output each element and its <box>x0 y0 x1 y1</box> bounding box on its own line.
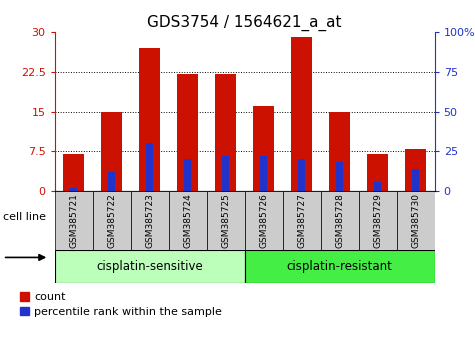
Text: cell line: cell line <box>3 212 46 222</box>
Bar <box>108 172 115 191</box>
Bar <box>70 188 77 191</box>
Text: cisplatin-sensitive: cisplatin-sensitive <box>96 260 203 273</box>
Bar <box>93 191 131 250</box>
Text: GSM385721: GSM385721 <box>69 193 78 248</box>
Text: GSM385723: GSM385723 <box>145 193 154 248</box>
Text: GSM385725: GSM385725 <box>221 193 230 248</box>
Bar <box>146 143 153 191</box>
Bar <box>374 182 381 191</box>
Bar <box>336 162 343 191</box>
Bar <box>321 191 359 250</box>
Bar <box>215 74 236 191</box>
Bar <box>55 191 93 250</box>
Title: GDS3754 / 1564621_a_at: GDS3754 / 1564621_a_at <box>147 14 342 30</box>
Bar <box>367 154 388 191</box>
Text: GSM385727: GSM385727 <box>297 193 306 248</box>
Bar <box>222 156 229 191</box>
Bar <box>207 191 245 250</box>
Bar <box>397 191 435 250</box>
Bar <box>359 191 397 250</box>
Bar <box>177 74 198 191</box>
Bar <box>260 156 267 191</box>
Legend: count, percentile rank within the sample: count, percentile rank within the sample <box>20 292 222 317</box>
Text: GSM385722: GSM385722 <box>107 193 116 248</box>
Bar <box>139 48 160 191</box>
Bar <box>291 37 312 191</box>
Text: GSM385726: GSM385726 <box>259 193 268 248</box>
Bar <box>245 250 435 283</box>
Bar <box>412 169 419 191</box>
Text: GSM385728: GSM385728 <box>335 193 344 248</box>
Bar <box>283 191 321 250</box>
Bar <box>131 191 169 250</box>
Bar <box>55 250 245 283</box>
Bar <box>253 106 274 191</box>
Bar <box>329 112 350 191</box>
Text: GSM385730: GSM385730 <box>411 193 420 248</box>
Bar <box>184 159 191 191</box>
Text: GSM385729: GSM385729 <box>373 193 382 248</box>
Text: GSM385724: GSM385724 <box>183 193 192 248</box>
Bar <box>405 149 426 191</box>
Bar <box>101 112 122 191</box>
Bar <box>63 154 84 191</box>
Bar <box>169 191 207 250</box>
Text: cisplatin-resistant: cisplatin-resistant <box>287 260 392 273</box>
Bar <box>245 191 283 250</box>
Bar <box>298 159 305 191</box>
